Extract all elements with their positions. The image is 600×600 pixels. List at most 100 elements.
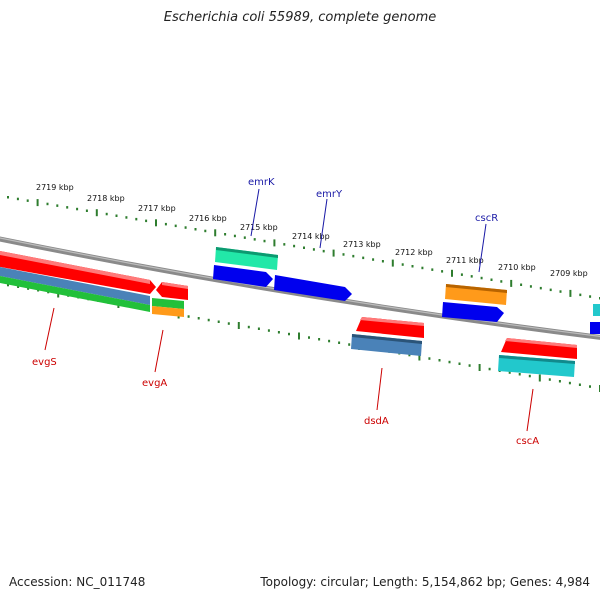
- scale-minor-tick: [322, 249, 325, 253]
- scale-minor-tick: [490, 278, 493, 281]
- scale-major-tick: [214, 229, 217, 237]
- scale-minor-tick: [372, 258, 375, 261]
- leader-emrY: [319, 198, 328, 249]
- gene-label-cscA[interactable]: cscA: [516, 436, 539, 447]
- scale-minor-tick: [16, 197, 19, 201]
- gene-green-feature-1[interactable]: [0, 275, 150, 312]
- scale-minor-tick: [411, 265, 414, 268]
- accession-text: Accession: NC_011748: [9, 575, 146, 589]
- scale-major-tick: [538, 374, 541, 382]
- gene-label-dsdA[interactable]: dsdA: [364, 416, 389, 427]
- scale-minor-tick: [448, 360, 451, 364]
- scale-minor-tick: [549, 288, 552, 292]
- scale-minor-tick: [408, 353, 411, 357]
- scale-minor-tick: [253, 238, 256, 241]
- scale-minor-tick: [578, 383, 581, 386]
- scale-label-2709: 2709 kbp: [550, 269, 588, 278]
- scale-minor-tick: [145, 219, 148, 223]
- topology-summary-text: Topology: circular; Length: 5,154,862 bp…: [260, 575, 590, 589]
- gene-green-feature-2[interactable]: [152, 298, 184, 309]
- gene-blue-feature-3[interactable]: [442, 302, 504, 322]
- scale-minor-tick: [277, 331, 280, 334]
- scale-minor-tick: [7, 196, 9, 199]
- scale-minor-tick: [539, 286, 542, 290]
- gene-right-edge-blue[interactable]: [590, 322, 600, 334]
- scale-minor-tick: [348, 343, 351, 346]
- scale-minor-tick: [362, 256, 365, 260]
- gene-label-cscR[interactable]: cscR: [475, 213, 498, 224]
- scale-minor-tick: [431, 268, 434, 271]
- scale-minor-tick: [381, 260, 384, 263]
- scale-minor-tick: [518, 373, 521, 376]
- gene-emrK-feature[interactable]: [215, 247, 278, 270]
- scale-minor-tick: [207, 318, 210, 322]
- scale-minor-tick: [441, 270, 444, 273]
- scale-minor-tick: [26, 199, 29, 202]
- scale-minor-tick: [401, 263, 404, 266]
- scale-minor-tick: [520, 283, 523, 286]
- scale-label-2712: 2712 kbp: [395, 248, 433, 257]
- scale-minor-tick: [125, 216, 128, 219]
- scale-minor-tick: [589, 385, 591, 388]
- gene-right-edge-cyan[interactable]: [593, 304, 600, 316]
- scale-minor-tick: [508, 371, 511, 374]
- gene-evgA-shade: [162, 282, 188, 289]
- scale-minor-tick: [194, 228, 197, 231]
- scale-minor-tick: [224, 233, 227, 236]
- scale-major-tick: [510, 279, 513, 287]
- scale-minor-tick: [105, 212, 108, 216]
- scale-minor-tick: [318, 338, 321, 341]
- scale-minor-tick: [267, 329, 270, 332]
- scale-minor-tick: [184, 226, 187, 229]
- gene-steel-feature-1[interactable]: [0, 266, 150, 305]
- scale-major-tick: [273, 239, 276, 247]
- scale-major-tick: [95, 209, 98, 217]
- scale-minor-tick: [257, 327, 260, 330]
- gene-emrY-feature[interactable]: [274, 275, 352, 301]
- scale-minor-tick: [308, 336, 310, 339]
- scale-minor-tick: [233, 234, 236, 238]
- scale-major-tick: [36, 199, 39, 207]
- scale-major-tick: [298, 332, 300, 340]
- scale-label-2710: 2710 kbp: [498, 263, 536, 272]
- gene-label-emrK[interactable]: emrK: [248, 177, 275, 188]
- scale-minor-tick: [204, 229, 207, 233]
- gene-features-lower: [0, 266, 577, 377]
- map-title: Escherichia coli 55989, complete genome: [163, 10, 437, 25]
- scale-track-upper: [7, 196, 600, 300]
- scale-major-tick: [478, 364, 481, 371]
- scale-minor-tick: [428, 357, 431, 360]
- scale-minor-tick: [303, 246, 305, 249]
- scale-major-tick: [418, 353, 421, 361]
- scale-minor-tick: [288, 332, 290, 336]
- scale-minor-tick: [263, 239, 266, 243]
- scale-minor-tick: [135, 217, 138, 221]
- scale-minor-tick: [174, 224, 177, 228]
- scale-major-tick: [451, 269, 453, 277]
- scale-minor-tick: [197, 317, 200, 320]
- scale-minor-tick: [164, 222, 167, 226]
- scale-label-2719: 2719 kbp: [36, 183, 74, 192]
- scale-minor-tick: [529, 285, 532, 288]
- scale-minor-tick: [66, 206, 69, 209]
- scale-minor-tick: [243, 236, 246, 239]
- scale-minor-tick: [56, 204, 59, 207]
- gene-blue-feature-1[interactable]: [213, 265, 273, 287]
- scale-major-tick: [569, 289, 572, 297]
- gene-label-emrY[interactable]: emrY: [316, 189, 343, 200]
- scale-minor-tick: [76, 207, 79, 211]
- gene-steel-shade: [352, 334, 422, 344]
- scale-label-2716: 2716 kbp: [189, 214, 227, 223]
- gene-cscA-shade: [505, 338, 577, 348]
- gene-cscR-shade: [446, 284, 507, 293]
- gene-orange-feature-2[interactable]: [152, 306, 184, 317]
- scale-minor-tick: [421, 266, 424, 270]
- leader-cscA: [526, 388, 534, 432]
- gene-features-upper: [0, 247, 600, 334]
- gene-label-evgA[interactable]: evgA: [142, 378, 167, 389]
- scale-minor-tick: [227, 322, 230, 325]
- scale-minor-tick: [17, 285, 20, 288]
- scale-major-tick: [391, 259, 394, 267]
- gene-label-evgS[interactable]: evgS: [32, 357, 57, 368]
